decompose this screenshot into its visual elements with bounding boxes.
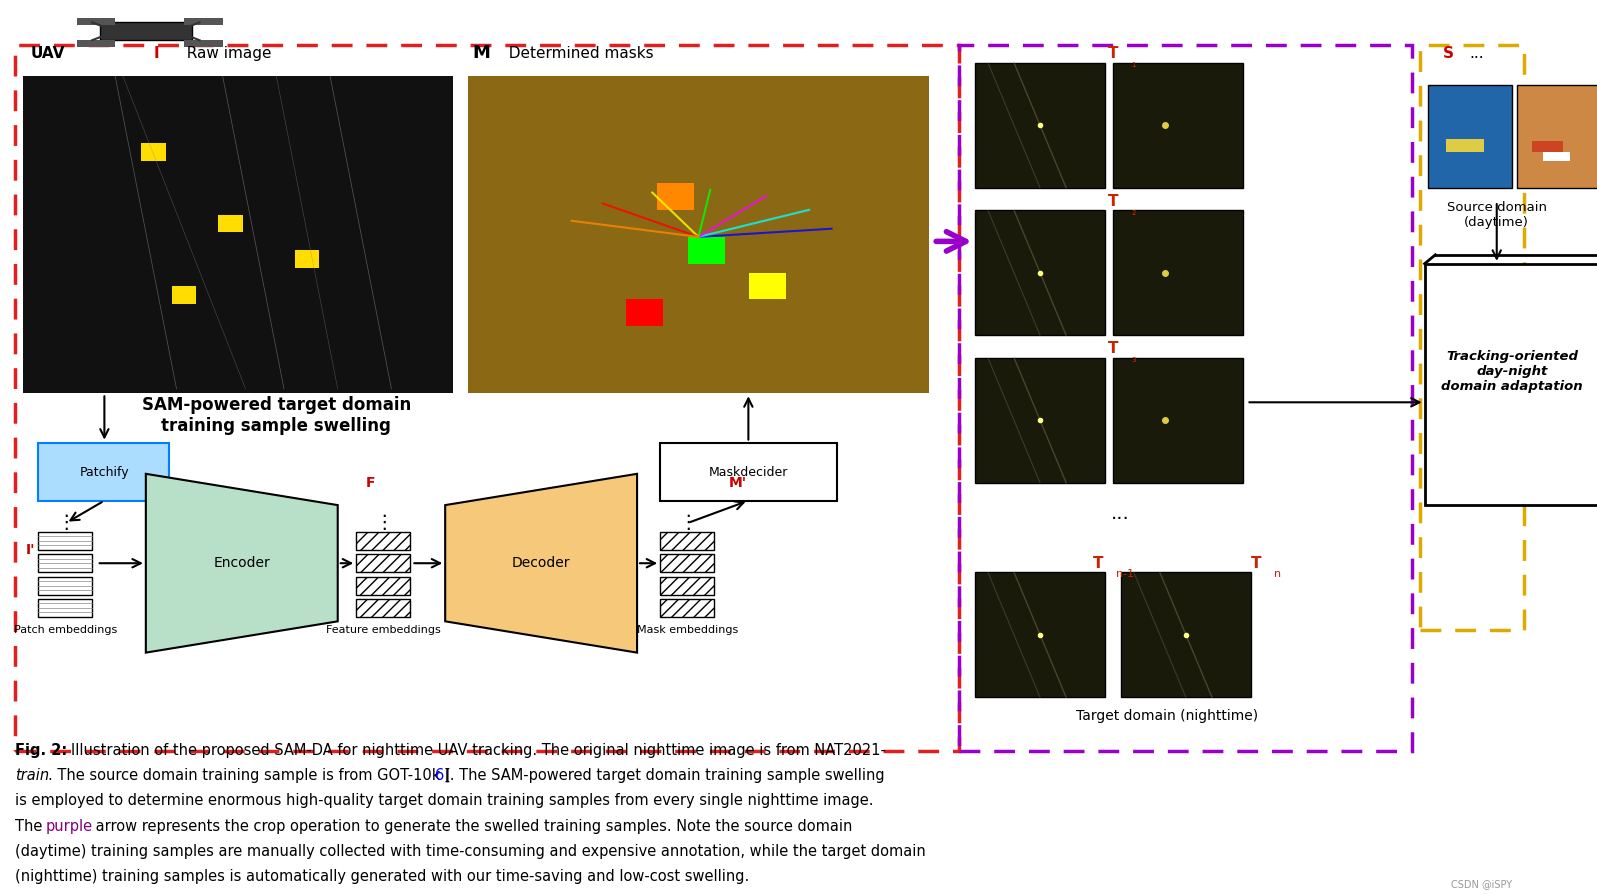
Bar: [660, 577, 714, 595]
Text: The: The: [16, 819, 48, 833]
Text: ⋮: ⋮: [56, 513, 75, 533]
Text: train: train: [16, 769, 50, 783]
Text: Source domain
(daytime): Source domain (daytime): [1447, 201, 1547, 229]
Text: Feature embeddings: Feature embeddings: [326, 625, 441, 636]
Text: M: M: [473, 44, 490, 62]
Bar: [688, 237, 725, 264]
Text: T: T: [1108, 194, 1119, 208]
Text: ⋮: ⋮: [679, 513, 698, 533]
Text: Fig. 2:: Fig. 2:: [16, 744, 73, 758]
Bar: [1428, 85, 1512, 188]
Bar: [77, 18, 115, 25]
Text: M': M': [730, 477, 747, 490]
Text: purple: purple: [46, 819, 93, 833]
Text: ]. The SAM-powered target domain training sample swelling: ]. The SAM-powered target domain trainin…: [444, 769, 885, 783]
Text: Tracking-oriented
day-night
domain adaptation: Tracking-oriented day-night domain adapt…: [1440, 350, 1583, 392]
Bar: [1425, 264, 1597, 505]
Bar: [172, 286, 196, 304]
Text: CSDN @iSPY: CSDN @iSPY: [1452, 880, 1512, 890]
Text: is employed to determine enormous high-quality target domain training samples fr: is employed to determine enormous high-q…: [16, 794, 874, 808]
Text: T: T: [1108, 46, 1119, 61]
Text: UAV: UAV: [30, 46, 65, 61]
Bar: [141, 143, 166, 161]
Bar: [99, 22, 192, 40]
Bar: [38, 443, 169, 501]
Bar: [1113, 358, 1244, 483]
Bar: [38, 599, 93, 617]
Bar: [38, 577, 93, 595]
Bar: [356, 577, 410, 595]
Text: . The source domain training sample is from GOT-10k [: . The source domain training sample is f…: [48, 769, 450, 783]
Bar: [1517, 85, 1597, 188]
Text: T: T: [1092, 556, 1104, 570]
Bar: [356, 554, 410, 572]
Text: ₃: ₃: [1131, 354, 1135, 364]
Bar: [656, 183, 693, 210]
Bar: [1121, 572, 1250, 697]
Bar: [16, 45, 960, 751]
Text: Target domain (nighttime): Target domain (nighttime): [1076, 709, 1258, 722]
Text: T: T: [1250, 556, 1262, 570]
Bar: [38, 554, 93, 572]
Bar: [1543, 152, 1570, 161]
Text: ₁: ₁: [1131, 59, 1135, 69]
Bar: [1445, 139, 1485, 152]
Bar: [1420, 45, 1525, 630]
Text: Illustration of the proposed SAM-DA for nighttime UAV tracking. The original nig: Illustration of the proposed SAM-DA for …: [70, 744, 885, 758]
Text: (daytime) training samples are manually collected with time-consuming and expens: (daytime) training samples are manually …: [16, 844, 926, 858]
Bar: [356, 599, 410, 617]
Bar: [660, 599, 714, 617]
Bar: [626, 299, 663, 326]
Bar: [77, 40, 115, 47]
Text: ₂: ₂: [1131, 207, 1135, 216]
Bar: [660, 532, 714, 550]
Text: Maskdecider: Maskdecider: [709, 466, 787, 478]
Bar: [1113, 63, 1244, 188]
Text: 6: 6: [436, 769, 444, 783]
Text: Patch embeddings: Patch embeddings: [14, 625, 118, 636]
Text: I': I': [26, 544, 35, 557]
Bar: [960, 45, 1412, 751]
Polygon shape: [446, 474, 637, 653]
Text: (nighttime) training samples is automatically generated with our time-saving and: (nighttime) training samples is automati…: [16, 869, 749, 883]
Bar: [1113, 210, 1244, 335]
Bar: [974, 210, 1105, 335]
Bar: [356, 532, 410, 550]
Bar: [295, 250, 319, 268]
Text: Decoder: Decoder: [513, 556, 570, 570]
Text: F: F: [366, 477, 375, 490]
Polygon shape: [145, 474, 337, 653]
Bar: [749, 273, 786, 299]
Text: arrow represents the crop operation to generate the swelled training samples. No: arrow represents the crop operation to g…: [91, 819, 853, 833]
Bar: [660, 554, 714, 572]
Text: S: S: [1444, 46, 1453, 61]
Bar: [974, 63, 1105, 188]
Bar: [217, 215, 243, 232]
Text: T: T: [1108, 342, 1119, 356]
Text: n: n: [1274, 569, 1281, 578]
Text: ...: ...: [1112, 503, 1131, 522]
Text: Raw image: Raw image: [177, 46, 271, 61]
Bar: [974, 358, 1105, 483]
Text: Patchify: Patchify: [80, 466, 129, 478]
Bar: [184, 40, 222, 47]
Bar: [22, 76, 454, 393]
Bar: [1532, 141, 1563, 152]
Bar: [38, 532, 93, 550]
Text: ⋮: ⋮: [374, 513, 393, 533]
Text: Encoder: Encoder: [214, 556, 270, 570]
Text: SAM-powered target domain
training sample swelling: SAM-powered target domain training sampl…: [142, 396, 410, 435]
Bar: [660, 443, 837, 501]
Bar: [184, 18, 222, 25]
Bar: [974, 572, 1105, 697]
Bar: [468, 76, 929, 393]
Text: I: I: [153, 46, 160, 61]
Text: n-1: n-1: [1116, 569, 1134, 578]
Text: Mask embeddings: Mask embeddings: [637, 625, 738, 636]
Text: ...: ...: [1469, 46, 1484, 61]
Text: Determined masks: Determined masks: [498, 46, 653, 61]
